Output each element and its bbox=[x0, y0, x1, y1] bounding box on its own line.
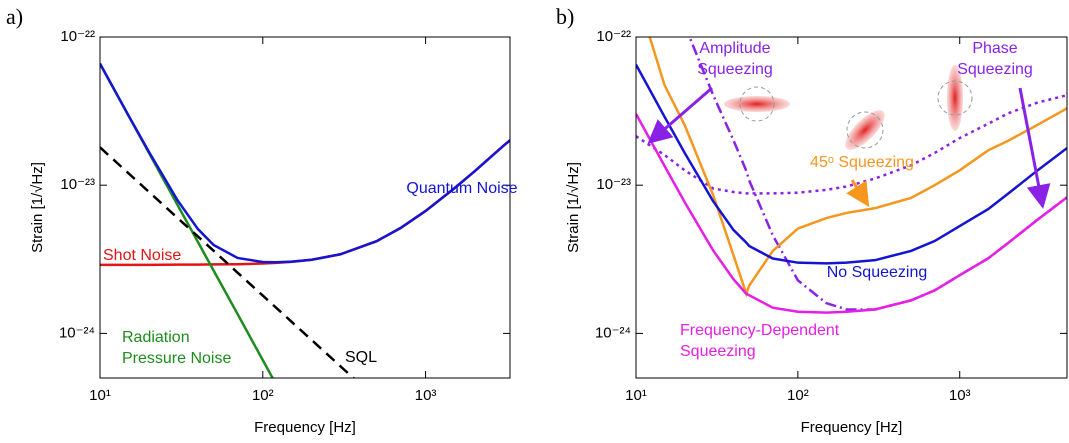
series-line bbox=[636, 113, 1067, 314]
plot-area bbox=[100, 37, 510, 378]
series-line bbox=[636, 93, 1067, 195]
series-line bbox=[100, 63, 510, 264]
y-tick-label: 10⁻²⁴ bbox=[595, 324, 631, 341]
y-tick-label: 10⁻²² bbox=[596, 28, 631, 45]
arrow bbox=[1018, 87, 1051, 209]
plot-area bbox=[636, 37, 1067, 378]
series-label: Radiation Pressure Noise bbox=[122, 329, 232, 367]
series-label: SQL bbox=[345, 349, 378, 366]
series-label: No Squeezing bbox=[826, 264, 928, 281]
x-tick-label: 10² bbox=[787, 387, 809, 404]
decorations bbox=[647, 65, 1051, 209]
x-axis-label: Frequency [Hz] bbox=[801, 419, 903, 436]
y-tick-label: 10⁻²³ bbox=[596, 176, 631, 193]
y-tick-label: 10⁻²³ bbox=[60, 176, 95, 193]
plot-lines bbox=[636, 37, 1067, 314]
squeeze-icon bbox=[724, 86, 790, 122]
x-tick-label: 10³ bbox=[415, 387, 437, 404]
arrow bbox=[647, 86, 713, 144]
series-label: Shot Noise bbox=[103, 247, 182, 264]
series-label: Phase Squeezing bbox=[957, 40, 1033, 78]
x-axis-label: Frequency [Hz] bbox=[254, 419, 356, 436]
series-line bbox=[100, 146, 356, 378]
squeeze-icon bbox=[845, 110, 885, 150]
series-line bbox=[636, 64, 1067, 265]
arrow bbox=[846, 179, 870, 208]
y-tick-label: 10⁻²⁴ bbox=[59, 324, 95, 341]
series-label: 45ᵒ Squeezing bbox=[810, 154, 914, 171]
y-axis-label: Strain [1/√Hz] bbox=[565, 162, 582, 253]
series-line bbox=[648, 37, 1067, 298]
series-label: Quantum Noise bbox=[406, 180, 518, 197]
axes-box bbox=[635, 36, 1068, 379]
panel-label: b) bbox=[556, 4, 575, 29]
y-tick-label: 10⁻²² bbox=[60, 28, 95, 45]
x-tick-label: 10¹ bbox=[625, 387, 647, 404]
series-label: Amplitude Squeezing bbox=[697, 40, 773, 78]
plot-lines bbox=[100, 63, 510, 378]
axes-box bbox=[99, 36, 511, 379]
y-axis-label: Strain [1/√Hz] bbox=[29, 162, 46, 253]
x-tick-label: 10³ bbox=[949, 387, 971, 404]
panel-label: a) bbox=[6, 4, 24, 29]
x-tick-label: 10² bbox=[252, 387, 274, 404]
series-label: Frequency-Dependent Squeezing bbox=[680, 322, 840, 360]
squeeze-icon bbox=[937, 65, 973, 131]
x-tick-label: 10¹ bbox=[89, 387, 111, 404]
